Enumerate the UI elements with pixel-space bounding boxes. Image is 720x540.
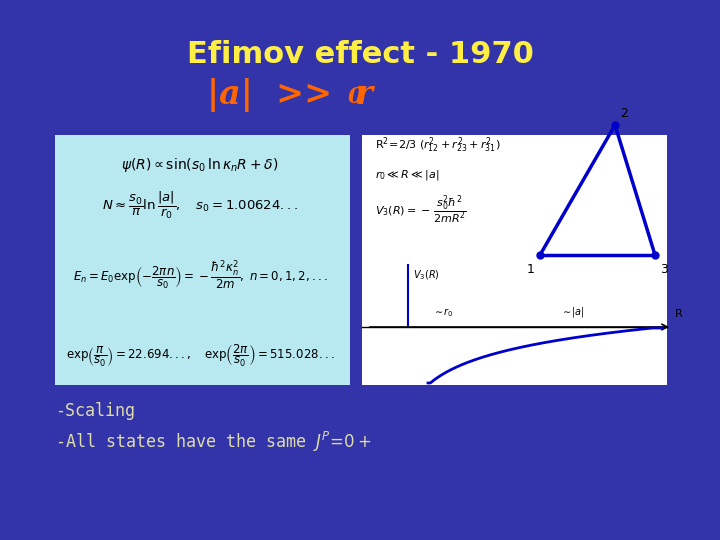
Text: Efimov effect - 1970: Efimov effect - 1970 (186, 40, 534, 69)
Text: $V_3(R)$: $V_3(R)$ (413, 268, 440, 281)
Text: $\psi(R) \propto \sin(s_0\,\ln\kappa_n R+\delta)$: $\psi(R) \propto \sin(s_0\,\ln\kappa_n R… (122, 156, 279, 174)
Text: R: R (675, 309, 683, 319)
Text: $E_n = E_0\exp\!\left(-\dfrac{2\pi n}{s_0}\right)=-\dfrac{\hbar^2\kappa_n^2}{2m}: $E_n = E_0\exp\!\left(-\dfrac{2\pi n}{s_… (73, 259, 328, 292)
Text: $V_3(R) = -\,\dfrac{s_0^2\hbar^2}{2mR^2}$: $V_3(R) = -\,\dfrac{s_0^2\hbar^2}{2mR^2}… (375, 193, 467, 226)
Text: -Scaling: -Scaling (55, 402, 135, 420)
Text: 1: 1 (527, 263, 535, 276)
Text: $r_0 \ll R \ll |a|$: $r_0 \ll R \ll |a|$ (375, 168, 439, 182)
Text: $\sim\!|a|$: $\sim\!|a|$ (561, 305, 585, 319)
Text: 2: 2 (620, 107, 628, 120)
Text: 0: 0 (348, 86, 364, 108)
FancyBboxPatch shape (55, 135, 350, 385)
Text: -All states have the same $J^P\!=\!0+$: -All states have the same $J^P\!=\!0+$ (55, 430, 372, 454)
Text: $N \approx \dfrac{s_0}{\pi}\ln\dfrac{|a|}{r_0},\quad s_0 = 1.00624...$: $N \approx \dfrac{s_0}{\pi}\ln\dfrac{|a|… (102, 190, 298, 221)
Text: $\sim\!r_0$: $\sim\!r_0$ (433, 306, 453, 319)
Text: $\exp\!\left(\dfrac{\pi}{s_0}\right)=22.694...,\quad\exp\!\left(\dfrac{2\pi}{s_0: $\exp\!\left(\dfrac{\pi}{s_0}\right)=22.… (66, 342, 334, 368)
Text: $\mathrm{R}^2\!=\!2/3\;(r_{12}^2+r_{23}^2+r_{31}^2)$: $\mathrm{R}^2\!=\!2/3\;(r_{12}^2+r_{23}^… (375, 135, 500, 155)
Text: 3: 3 (660, 263, 668, 276)
FancyBboxPatch shape (362, 135, 667, 385)
Text: |a|  >>  r: |a| >> r (207, 78, 373, 112)
